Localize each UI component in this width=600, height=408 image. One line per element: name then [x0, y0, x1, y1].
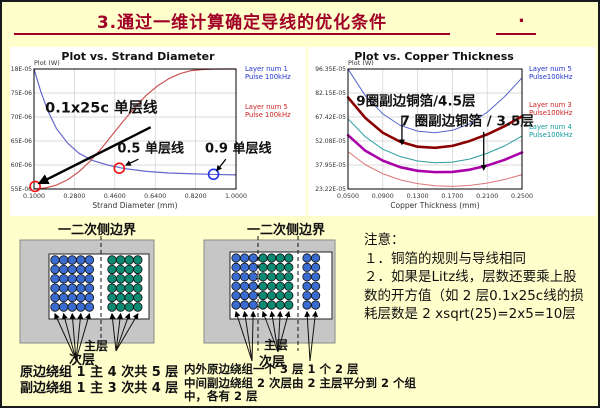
svg-text:0.0900: 0.0900 [372, 193, 394, 200]
svg-text:9圈副边铜箔/4.5层: 9圈副边铜箔/4.5层 [356, 93, 475, 110]
svg-text:0.8200: 0.8200 [185, 193, 207, 200]
winding-diagram-2-caption: 内外原边绕组一个 3 层 1 个 2 层 中间副边绕组 2 次层由 2 主层平分… [184, 362, 417, 404]
notes-line: 耗层数是 2 xsqrt(25)=2x5=10层 [364, 306, 576, 322]
svg-text:37.95E-05: 37.95E-05 [315, 162, 346, 169]
winding-diagram-1-caption: 原边绕组 1 主 4 次共 5 层 副边绕组 1 主 3 次共 4 层 [20, 365, 178, 397]
svg-text:52.08E-05: 52.08E-05 [315, 138, 346, 145]
title-dot: . [518, 6, 525, 27]
svg-text:82.15E-05: 82.15E-05 [315, 90, 346, 97]
svg-text:75.70E-06: 75.70E-06 [10, 114, 32, 121]
svg-text:0.2100: 0.2100 [476, 193, 498, 200]
svg-text:39.60E-06: 39.60E-06 [10, 162, 32, 169]
svg-text:一二次侧边界: 一二次侧边界 [58, 222, 136, 238]
winding-diagram-2: 一二次侧边界主层次层 [196, 220, 370, 370]
svg-text:0.0500: 0.0500 [337, 193, 359, 200]
strand-diameter-chart-panel: 0.1000 0.2800 0.4600 0.6400 0.8200 1.0000 11.1… [10, 47, 306, 216]
svg-text:0.1700: 0.1700 [441, 193, 463, 200]
strand-diameter-chart: 0.1000 0.2800 0.4600 0.6400 0.8200 1.0000 11.1… [10, 50, 291, 210]
title-underline [14, 33, 450, 35]
svg-text:93.75E-06: 93.75E-06 [10, 90, 32, 97]
svg-text:11.18E-05: 11.18E-05 [10, 66, 32, 73]
svg-text:7 圈副边铜箔 / 3.5层: 7 圈副边铜箔 / 3.5层 [401, 112, 534, 129]
svg-text:Pulse 100kHz: Pulse 100kHz [245, 111, 291, 119]
svg-text:0.2500: 0.2500 [511, 193, 533, 200]
svg-text:Pulse100kHz: Pulse100kHz [529, 109, 573, 117]
svg-text:主层: 主层 [264, 337, 288, 352]
copper-thickness-chart-panel: 0.0500 0.0900 0.1300 0.1700 0.2100 0.2500 96.3… [308, 47, 596, 216]
svg-text:Layer num 1: Layer num 1 [245, 65, 288, 73]
svg-text:Layer num 5: Layer num 5 [529, 65, 572, 73]
svg-text:Pulse100kHz: Pulse100kHz [529, 73, 573, 81]
svg-text:96.35E-05: 96.35E-05 [315, 66, 346, 73]
svg-text:0.4600: 0.4600 [104, 193, 126, 200]
copper-thickness-chart: 0.0500 0.0900 0.1300 0.1700 0.2100 0.2500 96.3… [315, 50, 573, 210]
svg-text:0.1000: 0.1000 [23, 193, 45, 200]
svg-text:Plot vs. Copper Thickness: Plot vs. Copper Thickness [354, 50, 514, 63]
svg-text:Layer num 5: Layer num 5 [245, 103, 288, 111]
page-title: 3.通过一维计算确定导线的优化条件 [96, 13, 388, 33]
svg-text:57.65E-06: 57.65E-06 [10, 138, 32, 145]
svg-text:0.2800: 0.2800 [63, 193, 85, 200]
notes-block: 注意： １．铜箔的规则与导线相同 ２．如果是Litz线，层数还要乘上股 数的开方… [364, 231, 596, 324]
svg-text:Layer num 4: Layer num 4 [529, 123, 572, 131]
winding-diagram-1: 一二次侧边界 主层 次层 [12, 220, 196, 370]
caption-line: 中，各有 2 层 [184, 389, 258, 403]
svg-text:1.0000: 1.0000 [225, 193, 247, 200]
caption-line: 中间副边绕组 2 次层由 2 主层平分到 2 个组 [184, 375, 417, 390]
svg-text:Layer num 3: Layer num 3 [529, 101, 572, 109]
caption-line: 副边绕组 1 主 3 次共 4 层 [20, 381, 179, 396]
svg-text:Pulse 100kHz: Pulse 100kHz [245, 73, 291, 81]
svg-text:Strand Diameter (mm): Strand Diameter (mm) [92, 201, 177, 210]
svg-text:0.9 单层线: 0.9 单层线 [205, 141, 272, 157]
notes-line: ２．如果是Litz线，层数还要乘上股 [364, 269, 577, 285]
svg-text:23.22E-05: 23.22E-05 [315, 186, 346, 193]
svg-text:次层: 次层 [69, 352, 95, 368]
svg-text:主层: 主层 [84, 338, 108, 353]
title-dot-underline [496, 33, 536, 35]
notes-line: 数的开方值（如 2 层0.1x25c线的损 [364, 287, 584, 304]
svg-text:次层: 次层 [259, 354, 285, 370]
svg-text:Plot (W): Plot (W) [348, 59, 374, 67]
svg-text:0.1300: 0.1300 [407, 193, 429, 200]
caption-line: 内外原边绕组一个 3 层 1 个 2 层 [184, 362, 359, 376]
notes-line: 注意： [364, 232, 405, 248]
svg-text:0.1x25c 单层线: 0.1x25c 单层线 [45, 99, 158, 117]
svg-text:21.55E-06: 21.55E-06 [10, 186, 32, 193]
svg-text:Plot vs. Strand Diameter: Plot vs. Strand Diameter [61, 50, 215, 63]
svg-text:Plot (W): Plot (W) [34, 59, 60, 67]
svg-text:0.6400: 0.6400 [144, 193, 166, 200]
svg-text:Copper Thickness (mm): Copper Thickness (mm) [390, 201, 479, 210]
caption-line: 原边绕组 1 主 4 次共 5 层 [20, 365, 179, 380]
svg-text:0.5 单层线: 0.5 单层线 [117, 141, 184, 157]
svg-text:Pulse100kHz: Pulse100kHz [529, 131, 573, 139]
svg-text:一二次侧边界: 一二次侧边界 [247, 222, 325, 238]
notes-line: １．铜箔的规则与导线相同 [364, 250, 526, 267]
svg-text:67.42E-05: 67.42E-05 [315, 114, 346, 121]
